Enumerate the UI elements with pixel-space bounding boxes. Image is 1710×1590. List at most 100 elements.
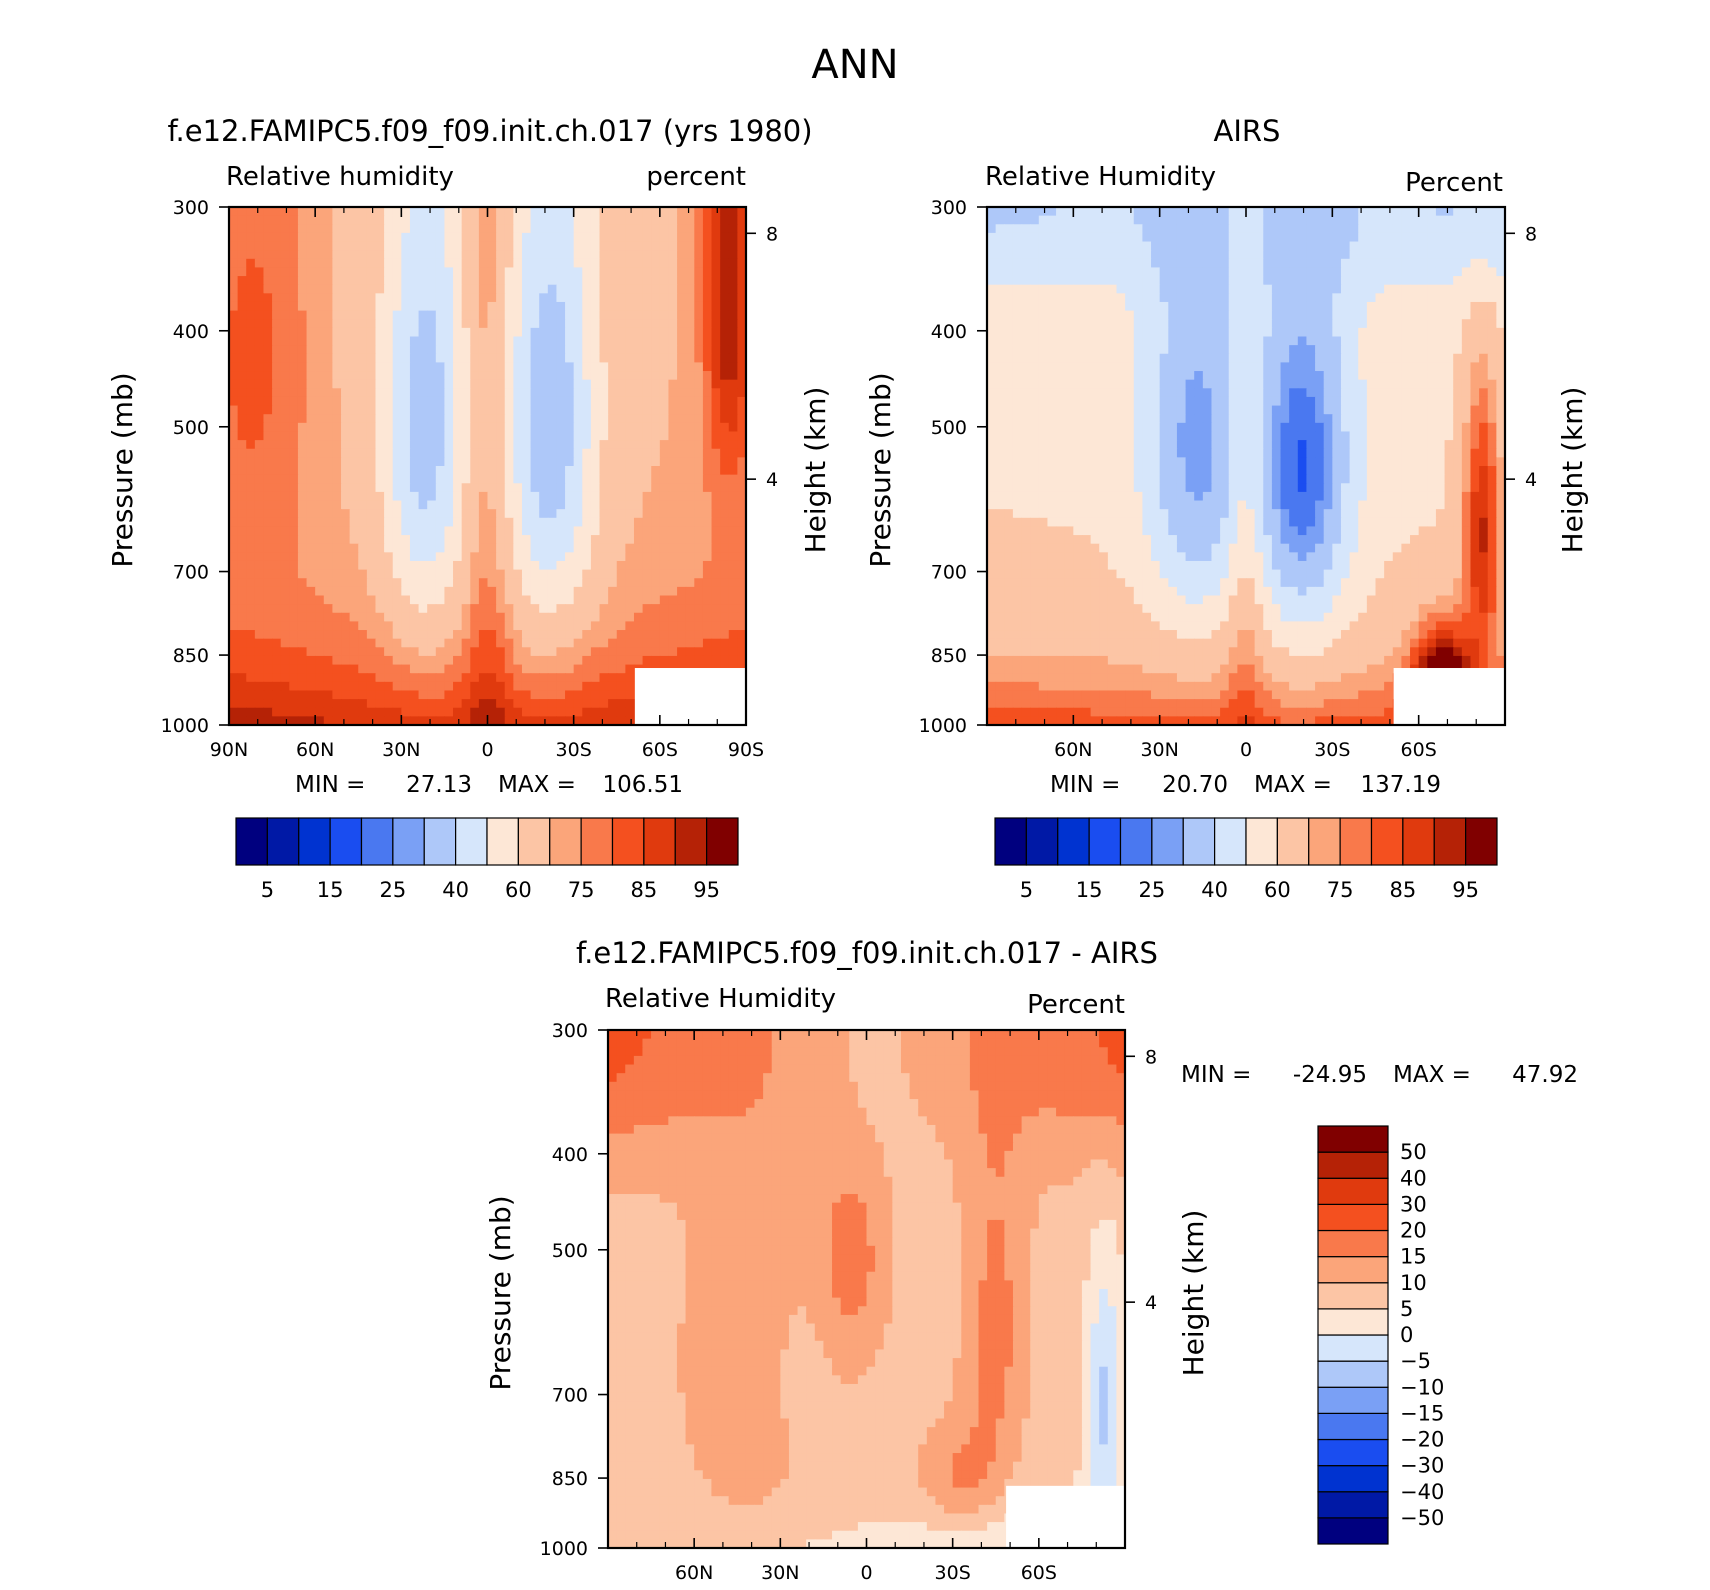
field-cell <box>392 267 402 277</box>
field-cell <box>1315 319 1325 329</box>
field-cell <box>349 474 359 484</box>
field-cell <box>332 319 342 329</box>
field-cell <box>651 543 661 553</box>
field-cell <box>694 466 704 476</box>
field-cell <box>375 586 385 597</box>
field-cell <box>306 500 316 510</box>
field-cell <box>590 422 601 433</box>
field-cell <box>1427 207 1437 217</box>
field-cell <box>1038 284 1049 294</box>
field-cell <box>358 362 368 372</box>
field-cell <box>1012 241 1023 251</box>
field-cell <box>1081 284 1092 294</box>
field-cell <box>1315 241 1325 251</box>
field-cell <box>246 362 256 372</box>
field-cell <box>504 500 514 510</box>
field-cell <box>1453 319 1463 329</box>
field-cell <box>1185 224 1195 234</box>
field-cell <box>685 560 695 571</box>
field-cell <box>478 500 489 510</box>
field-cell <box>685 379 695 389</box>
field-cell <box>702 543 713 553</box>
field-cell <box>358 457 368 467</box>
field-cell <box>694 293 704 303</box>
field-cell <box>582 327 592 338</box>
field-cell <box>1487 310 1497 320</box>
field-cell <box>1323 371 1333 381</box>
field-cell <box>323 535 333 545</box>
field-cell <box>229 422 239 433</box>
field-cell <box>470 207 480 217</box>
field-cell <box>1133 241 1143 251</box>
field-cell <box>1453 258 1463 269</box>
field-cell <box>272 630 282 640</box>
field-cell <box>1479 327 1489 338</box>
field-cell <box>1401 353 1411 363</box>
field-cell <box>987 258 997 269</box>
field-cell <box>702 301 713 312</box>
field-cell <box>306 578 316 588</box>
field-cell <box>573 578 583 588</box>
field-cell <box>1289 241 1299 251</box>
field-cell <box>513 310 523 320</box>
field-cell <box>237 448 247 458</box>
field-cell <box>1358 224 1368 234</box>
field-cell <box>1340 379 1351 389</box>
field-cell <box>1444 336 1454 346</box>
field-cell <box>496 379 506 389</box>
field-cell <box>633 457 644 467</box>
field-cell <box>616 595 626 605</box>
field-cell <box>573 207 583 217</box>
field-cell <box>254 327 265 338</box>
field-cell <box>315 267 325 277</box>
field-cell <box>539 431 549 441</box>
field-cell <box>453 638 463 648</box>
field-cell <box>625 707 635 717</box>
field-cell <box>1435 284 1446 294</box>
field-cell <box>565 422 575 433</box>
field-cell <box>254 526 265 536</box>
field-cell <box>504 552 514 562</box>
field-cell <box>1142 215 1152 225</box>
field-cell <box>1340 250 1351 260</box>
field-cell <box>435 293 446 303</box>
field-cell <box>987 241 997 251</box>
field-cell <box>633 448 644 458</box>
field-cell <box>229 371 239 381</box>
colorbar-swatch <box>517 817 551 866</box>
field-cell <box>1254 293 1264 303</box>
colorbar-swatch <box>549 817 582 866</box>
y2-tick-label: 8 <box>766 223 778 245</box>
field-cell <box>651 284 661 294</box>
field-cell <box>582 284 592 294</box>
field-cell <box>478 215 489 225</box>
field-cell <box>444 362 454 372</box>
field-cell <box>1375 250 1385 260</box>
field-cell <box>375 638 385 648</box>
field-cell <box>289 353 299 363</box>
field-cell <box>987 388 997 398</box>
field-cell <box>1194 345 1204 355</box>
field-cell <box>289 560 299 571</box>
field-cell <box>608 250 618 260</box>
field-cell <box>254 310 265 320</box>
field-cell <box>237 491 247 502</box>
field-cell <box>590 673 601 683</box>
field-cell <box>289 258 299 269</box>
field-cell <box>1211 224 1221 234</box>
field-cell <box>1021 310 1031 320</box>
field-cell <box>461 526 471 536</box>
field-cell <box>1280 232 1290 243</box>
field-cell <box>1125 362 1135 372</box>
field-cell <box>1228 284 1238 294</box>
field-cell <box>341 664 351 674</box>
field-cell <box>1038 293 1049 303</box>
field-cell <box>375 690 385 700</box>
field-cell <box>409 509 420 519</box>
field-cell <box>1315 293 1325 303</box>
field-cell <box>272 301 282 312</box>
field-cell <box>582 414 592 424</box>
field-cell <box>1254 284 1264 294</box>
field-cell <box>1021 327 1031 338</box>
field-cell <box>702 362 713 372</box>
